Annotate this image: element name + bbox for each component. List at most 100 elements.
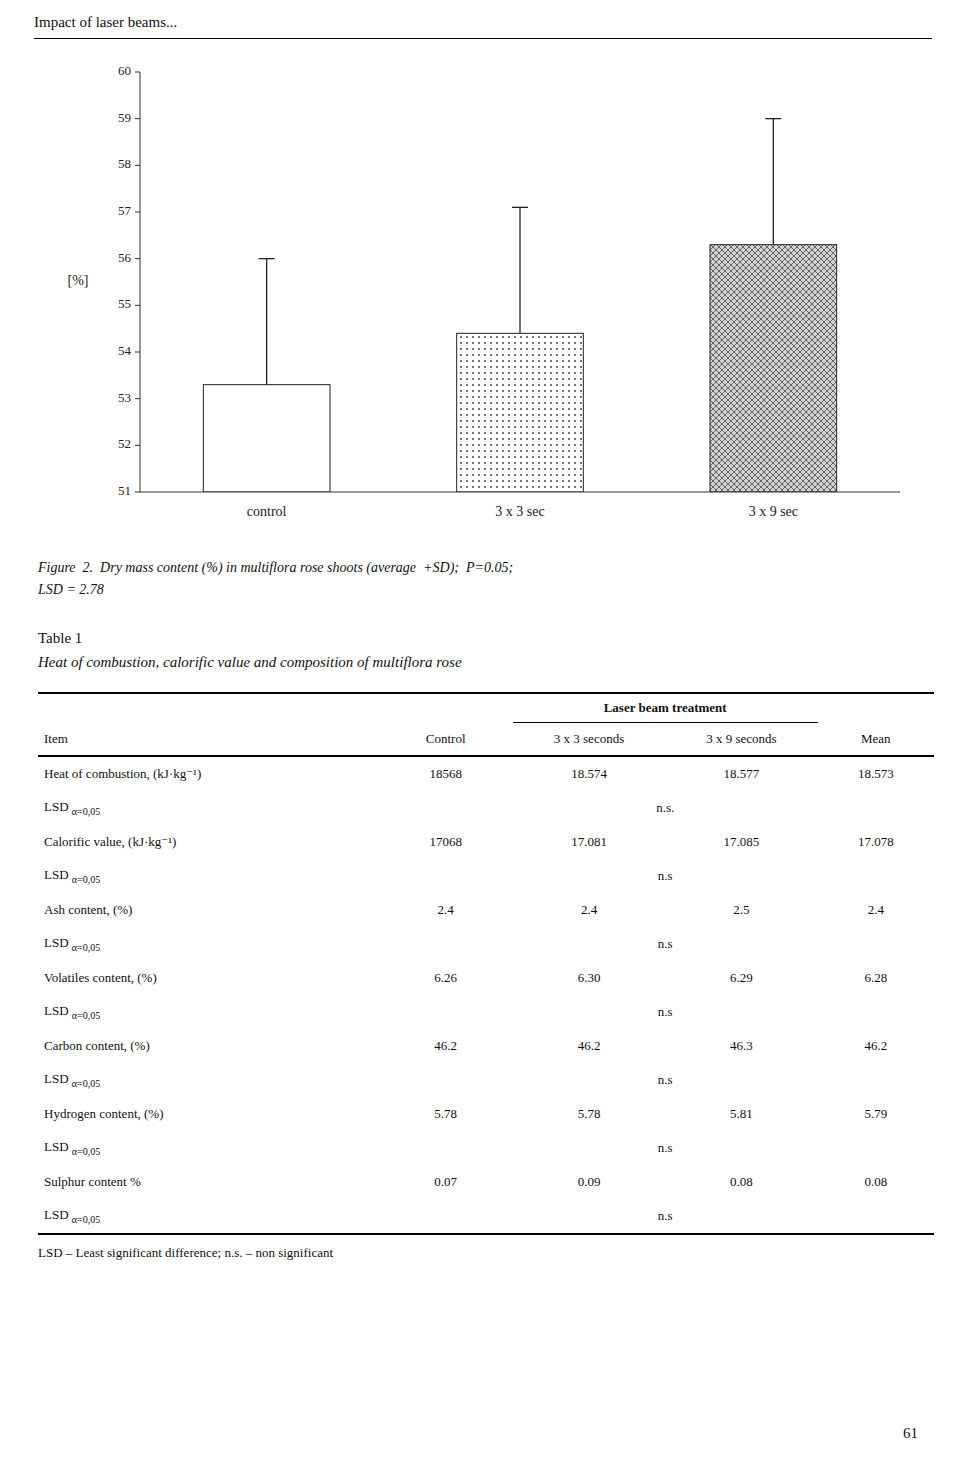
table-row: Sulphur content %0.070.090.080.08: [38, 1165, 934, 1199]
y-tick: [135, 305, 140, 306]
table-column-header: Control: [378, 723, 512, 757]
figure-caption: LSD = 2.78: [38, 582, 104, 598]
table-cell: [378, 791, 512, 825]
table-row: Carbon content, (%)46.246.246.346.2: [38, 1029, 934, 1063]
x-tick-label: 3 x 9 sec: [749, 504, 798, 519]
bar: [203, 385, 330, 492]
table-lsd-subscript: α=0,05: [72, 942, 100, 953]
table-value: 5.78: [513, 1097, 665, 1131]
table-row: LSD α=0,05 n.s: [38, 995, 934, 1029]
error-bar-cap: [512, 207, 528, 208]
y-axis-line: [140, 72, 141, 492]
table-value: 6.30: [513, 961, 665, 995]
chart: 51525354555657585960[%]control3 x 3 sec3…: [20, 52, 940, 552]
error-bar-stem: [519, 207, 520, 333]
table-row: Volatiles content, (%)6.266.306.296.28: [38, 961, 934, 995]
y-tick: [135, 258, 140, 259]
table-row: LSD α=0,05 n.s: [38, 859, 934, 893]
y-tick: [135, 492, 140, 493]
table-cell: [818, 1199, 935, 1234]
error-bar-stem: [266, 259, 267, 385]
table-wrap: Laser beam treatmentItemControl3 x 3 sec…: [38, 692, 934, 1261]
table-cell: [818, 1131, 935, 1165]
table-lsd-label: LSD α=0,05: [38, 859, 378, 893]
page-number: 61: [903, 1425, 918, 1442]
table-value: 0.07: [378, 1165, 512, 1199]
table-cell: [818, 859, 935, 893]
table-lsd-subscript: α=0,05: [72, 1214, 100, 1225]
table-item: Volatiles content, (%): [38, 961, 378, 995]
table-cell: [818, 1063, 935, 1097]
table-item: Carbon content, (%): [38, 1029, 378, 1063]
table-item: Ash content, (%): [38, 893, 378, 927]
figure-caption: Figure 2. Dry mass content (%) in multif…: [38, 560, 513, 576]
y-tick-label: 59: [118, 110, 131, 125]
table-value: 17.081: [513, 825, 665, 859]
table-row: Ash content, (%)2.42.42.52.4: [38, 893, 934, 927]
y-tick-label: 56: [118, 250, 132, 265]
table-value: 6.28: [818, 961, 935, 995]
table-value: 46.2: [378, 1029, 512, 1063]
table-value: 17.085: [665, 825, 817, 859]
table-value: 2.4: [818, 893, 935, 927]
table-lsd-note: n.s: [513, 1199, 818, 1234]
page: {"chart_data": {"type": "bar", "categori…: [0, 0, 960, 1460]
table-value: 6.26: [378, 961, 512, 995]
table-value: 46.2: [513, 1029, 665, 1063]
y-tick-label: 54: [118, 343, 132, 358]
error-bar-stem: [773, 119, 774, 245]
table-value: 5.79: [818, 1097, 935, 1131]
table-lsd-note: n.s: [513, 859, 818, 893]
table-cell: [818, 791, 935, 825]
table-column-header: 3 x 3 seconds: [513, 723, 665, 757]
bar: [710, 245, 837, 492]
table-column-header: 3 x 9 seconds: [665, 723, 817, 757]
y-tick-label: 58: [118, 156, 131, 171]
table-lsd-subscript: α=0,05: [72, 1146, 100, 1157]
table-lsd-label: LSD α=0,05: [38, 927, 378, 961]
table-cell: [818, 995, 935, 1029]
table-lsd-label: LSD α=0,05: [38, 1131, 378, 1165]
table-cell: [378, 995, 512, 1029]
error-bar-cap: [259, 258, 275, 259]
table-cell: [818, 693, 935, 723]
table-row: Hydrogen content, (%)5.785.785.815.79: [38, 1097, 934, 1131]
table-lsd-note: n.s: [513, 1063, 818, 1097]
table-body: Laser beam treatmentItemControl3 x 3 sec…: [38, 693, 934, 1234]
y-tick: [135, 352, 140, 353]
table-cell: [378, 1199, 512, 1234]
y-tick: [135, 165, 140, 166]
table-value: 17.078: [818, 825, 935, 859]
error-bar: [259, 259, 275, 385]
table-lsd-subscript: α=0,05: [72, 806, 100, 817]
table-item: Calorific value, (kJ·kg⁻¹): [38, 825, 378, 859]
table-lsd-label: LSD α=0,05: [38, 995, 378, 1029]
table-value: 0.08: [818, 1165, 935, 1199]
table-lsd-label: LSD α=0,05: [38, 1063, 378, 1097]
table-value: 18.573: [818, 756, 935, 791]
table-header-row: ItemControl3 x 3 seconds3 x 9 secondsMea…: [38, 723, 934, 757]
table-column-header: Mean: [818, 723, 935, 757]
table-cell: [818, 927, 935, 961]
error-bar-cap: [765, 118, 781, 119]
table-lsd-label: LSD α=0,05: [38, 1199, 378, 1234]
table-value: 18.577: [665, 756, 817, 791]
table-lsd-note: n.s: [513, 995, 818, 1029]
table-lsd-subscript: α=0,05: [72, 1078, 100, 1089]
y-tick-label: 51: [118, 483, 131, 498]
table-cell: [378, 693, 512, 723]
y-tick-label: 57: [118, 203, 132, 218]
table-cell: [378, 859, 512, 893]
table-cell: [38, 693, 378, 723]
table-item: Heat of combustion, (kJ·kg⁻¹): [38, 756, 378, 791]
error-bar: [512, 207, 528, 333]
table-item: Sulphur content %: [38, 1165, 378, 1199]
table-row: LSD α=0,05n.s: [38, 1131, 934, 1165]
bars: [203, 119, 836, 492]
y-tick-label: 53: [118, 390, 131, 405]
y-tick: [135, 398, 140, 399]
table-row: LSD α=0,05 n.s: [38, 1199, 934, 1234]
table-row: LSD α=0,05 n.s: [38, 1063, 934, 1097]
table-value: 6.29: [665, 961, 817, 995]
table-row: Heat of combustion, (kJ·kg⁻¹)1856818.574…: [38, 756, 934, 791]
